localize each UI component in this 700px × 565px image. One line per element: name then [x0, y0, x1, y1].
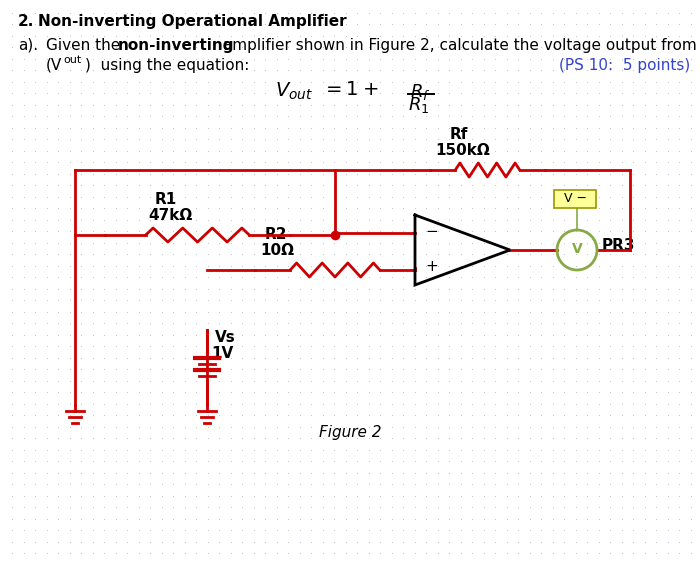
Text: Rf: Rf — [450, 127, 468, 142]
Text: non-inverting: non-inverting — [118, 38, 234, 53]
Text: (PS 10:  5 points): (PS 10: 5 points) — [559, 58, 690, 73]
Text: V −: V − — [564, 193, 587, 206]
Text: $\it{R}_1$: $\it{R}_1$ — [408, 95, 429, 115]
Text: 1V: 1V — [211, 346, 233, 362]
Text: Non-inverting Operational Amplifier: Non-inverting Operational Amplifier — [38, 14, 346, 29]
Bar — [554, 190, 596, 208]
Text: a).: a). — [18, 38, 38, 53]
Text: 2.: 2. — [18, 14, 34, 29]
Text: $\it{R}_f$: $\it{R}_f$ — [410, 82, 430, 102]
Text: Given the: Given the — [46, 38, 125, 53]
Text: 10Ω: 10Ω — [260, 243, 294, 258]
Text: PR3: PR3 — [602, 238, 636, 254]
Text: Figure 2: Figure 2 — [318, 425, 382, 440]
Text: out: out — [63, 55, 81, 65]
Text: $= 1 +$: $= 1 +$ — [322, 80, 379, 99]
Text: Vs: Vs — [215, 329, 236, 345]
Text: R1: R1 — [155, 192, 177, 207]
Text: V: V — [572, 242, 582, 256]
Text: 47kΩ: 47kΩ — [148, 208, 192, 223]
Text: 150kΩ: 150kΩ — [435, 143, 490, 158]
Text: +: + — [425, 259, 438, 274]
Text: −: − — [425, 224, 438, 239]
Text: )  using the equation:: ) using the equation: — [85, 58, 249, 73]
Text: R2: R2 — [265, 227, 288, 242]
Text: (V: (V — [46, 58, 62, 73]
Text: $\it{V}_{out}$: $\it{V}_{out}$ — [275, 81, 313, 102]
Text: amplifier shown in Figure 2, calculate the voltage output from the amplifier: amplifier shown in Figure 2, calculate t… — [218, 38, 700, 53]
